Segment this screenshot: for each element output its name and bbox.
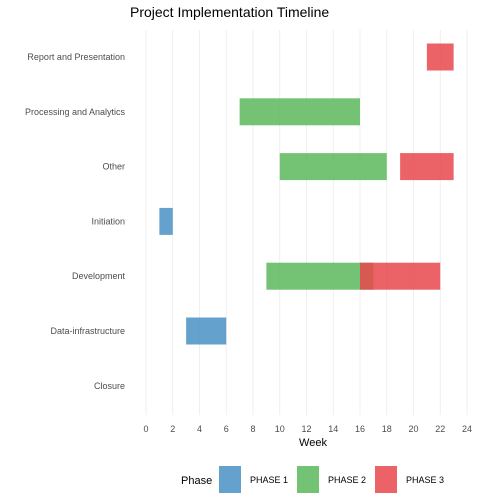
legend-swatch <box>375 466 397 493</box>
chart-title: Project Implementation Timeline <box>130 4 329 20</box>
task-bar <box>159 207 173 235</box>
task-bar <box>400 153 454 181</box>
category-label: Other <box>102 162 125 172</box>
x-tick-label: 6 <box>224 424 229 434</box>
legend-title: Phase <box>181 475 212 487</box>
x-tick-label: 16 <box>355 424 365 434</box>
legend: Phase PHASE 1 PHASE 2 PHASE 3 <box>181 466 444 493</box>
category-label: Processing and Analytics <box>25 107 126 117</box>
x-tick-label: 2 <box>170 424 175 434</box>
x-tick-label: 8 <box>250 424 255 434</box>
legend-swatch <box>219 466 241 493</box>
x-tick-label: 22 <box>435 424 445 434</box>
category-label: Development <box>72 271 126 281</box>
category-label: Initiation <box>91 216 125 226</box>
category-label: Data-infrastructure <box>50 326 125 336</box>
task-bar <box>360 262 441 290</box>
x-tick-label: 10 <box>275 424 285 434</box>
task-bar <box>186 317 227 345</box>
task-bar <box>426 43 454 71</box>
x-tick-label: 12 <box>301 424 311 434</box>
x-tick-label: 24 <box>462 424 472 434</box>
x-tick-label: 20 <box>408 424 418 434</box>
task-bar <box>266 262 374 290</box>
legend-label: PHASE 2 <box>328 475 366 485</box>
category-label: Report and Presentation <box>27 52 125 62</box>
x-tick-label: 14 <box>328 424 338 434</box>
legend-swatch <box>297 466 319 493</box>
x-tick-label: 4 <box>197 424 202 434</box>
bars <box>159 43 454 345</box>
legend-label: PHASE 3 <box>406 475 444 485</box>
category-labels: Report and Presentation Processing and An… <box>25 52 126 391</box>
legend-label: PHASE 1 <box>250 475 288 485</box>
x-tick-label: 0 <box>143 424 148 434</box>
x-axis-title: Week <box>299 437 327 449</box>
x-tick-labels: 0 2 4 6 8 10 12 14 16 18 20 22 24 <box>143 424 472 434</box>
task-bar <box>239 98 360 126</box>
category-label: Closure <box>94 381 125 391</box>
grid-lines <box>145 30 468 415</box>
x-tick-label: 18 <box>382 424 392 434</box>
task-bar <box>279 153 387 181</box>
